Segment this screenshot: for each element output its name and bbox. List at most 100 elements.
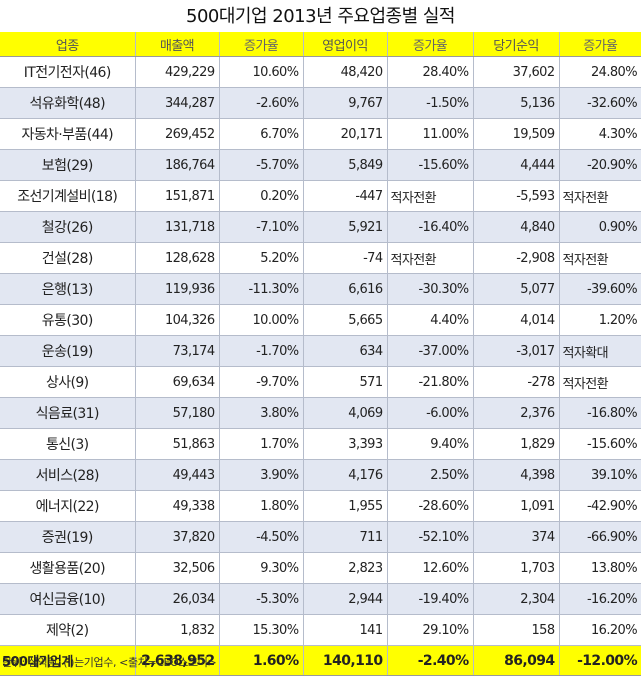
sales-growth-cell: -7.10% <box>219 211 304 243</box>
op-growth-cell: -6.00% <box>387 397 474 429</box>
op-profit-cell: 6,616 <box>303 273 388 305</box>
table-body: IT전기전자(46) 429,229 10.60% 48,420 28.40% 37,60… <box>0 56 641 676</box>
table-row: 석유화학(48) 344,287 -2.60% 9,767 -1.50% 5,136 -32… <box>0 87 641 119</box>
net-growth-cell: -20.90% <box>559 149 641 181</box>
net-growth-cell: 1.20% <box>559 304 641 336</box>
total-net-growth-cell: -12.00% <box>559 645 641 676</box>
op-profit-cell: 48,420 <box>303 56 388 88</box>
sales-cell: 51,863 <box>135 428 220 460</box>
op-growth-cell: -15.60% <box>387 149 474 181</box>
sales-cell: 57,180 <box>135 397 220 429</box>
industry-cell: 통신(3) <box>0 428 136 460</box>
net-growth-cell: -15.60% <box>559 428 641 460</box>
industry-cell: 건설(28) <box>0 242 136 274</box>
sales-cell: 104,326 <box>135 304 220 336</box>
sales-growth-cell: -5.30% <box>219 583 304 615</box>
op-growth-cell: 4.40% <box>387 304 474 336</box>
sales-growth-cell: -4.50% <box>219 521 304 553</box>
op-growth-cell: -28.60% <box>387 490 474 522</box>
sales-cell: 128,628 <box>135 242 220 274</box>
op-growth-cell: 적자전환 <box>387 180 474 212</box>
industry-cell: 유통(30) <box>0 304 136 336</box>
table-row: IT전기전자(46) 429,229 10.60% 48,420 28.40% 37,60… <box>0 56 641 88</box>
op-growth-cell: -52.10% <box>387 521 474 553</box>
op-growth-cell: -16.40% <box>387 211 474 243</box>
op-growth-cell: -37.00% <box>387 335 474 367</box>
op-profit-cell: 141 <box>303 614 388 646</box>
sales-growth-cell: 10.00% <box>219 304 304 336</box>
column-header-operating-profit: 영업이익 <box>303 32 388 57</box>
industry-cell: 조선기계설비(18) <box>0 180 136 212</box>
sales-cell: 32,506 <box>135 552 220 584</box>
net-income-cell: 4,014 <box>473 304 560 336</box>
net-growth-cell: 24.80% <box>559 56 641 88</box>
net-income-cell: 2,376 <box>473 397 560 429</box>
net-growth-cell: -42.90% <box>559 490 641 522</box>
footnote: 단위: 십억원, ( )는기업수, <출처=CEO스코어> <box>2 656 217 669</box>
net-growth-cell: -16.80% <box>559 397 641 429</box>
industry-cell: 상사(9) <box>0 366 136 398</box>
net-income-cell: 37,602 <box>473 56 560 88</box>
net-growth-cell: 13.80% <box>559 552 641 584</box>
industry-cell: 석유화학(48) <box>0 87 136 119</box>
op-growth-cell: -30.30% <box>387 273 474 305</box>
industry-cell: 운송(19) <box>0 335 136 367</box>
industry-cell: 식음료(31) <box>0 397 136 429</box>
sales-cell: 186,764 <box>135 149 220 181</box>
industry-cell: 서비스(28) <box>0 459 136 491</box>
table-row: 자동차·부품(44) 269,452 6.70% 20,171 11.00% 19,509… <box>0 118 641 150</box>
net-income-cell: 1,091 <box>473 490 560 522</box>
net-growth-cell: 39.10% <box>559 459 641 491</box>
net-growth-cell: 적자전환 <box>559 242 641 274</box>
net-income-cell: 158 <box>473 614 560 646</box>
op-profit-cell: 3,393 <box>303 428 388 460</box>
table-row: 에너지(22) 49,338 1.80% 1,955 -28.60% 1,091 -42.9… <box>0 490 641 522</box>
sales-cell: 49,338 <box>135 490 220 522</box>
total-sales-cell: 2,638,952 <box>135 645 220 676</box>
net-growth-cell: -32.60% <box>559 87 641 119</box>
total-sales-growth-cell: 1.60% <box>219 645 304 676</box>
net-growth-cell: -39.60% <box>559 273 641 305</box>
op-profit-cell: 4,069 <box>303 397 388 429</box>
performance-table: 업종 매출액 증가율 영업이익 증가율 당기순익 증가율 IT전기전자(46) 4… <box>0 32 641 676</box>
net-growth-cell: 적자전환 <box>559 366 641 398</box>
table-row: 은행(13) 119,936 -11.30% 6,616 -30.30% 5,077 -39… <box>0 273 641 305</box>
sales-growth-cell: 5.20% <box>219 242 304 274</box>
net-income-cell: 1,703 <box>473 552 560 584</box>
sales-cell: 344,287 <box>135 87 220 119</box>
op-profit-cell: 711 <box>303 521 388 553</box>
industry-cell: 생활용품(20) <box>0 552 136 584</box>
table-row: 여신금융(10) 26,034 -5.30% 2,944 -19.40% 2,304 -16… <box>0 583 641 615</box>
table-row: 식음료(31) 57,180 3.80% 4,069 -6.00% 2,376 -16.80… <box>0 397 641 429</box>
column-header-net-income: 당기순익 <box>473 32 560 57</box>
net-growth-cell: 적자전환 <box>559 180 641 212</box>
op-growth-cell: 적자전환 <box>387 242 474 274</box>
op-profit-cell: 2,823 <box>303 552 388 584</box>
sales-cell: 49,443 <box>135 459 220 491</box>
op-profit-cell: 5,921 <box>303 211 388 243</box>
net-income-cell: 19,509 <box>473 118 560 150</box>
sales-growth-cell: -1.70% <box>219 335 304 367</box>
total-op-profit-cell: 140,110 <box>303 645 388 676</box>
sales-growth-cell: -9.70% <box>219 366 304 398</box>
op-growth-cell: 28.40% <box>387 56 474 88</box>
op-growth-cell: 11.00% <box>387 118 474 150</box>
sales-cell: 131,718 <box>135 211 220 243</box>
total-row: 500대기업계 2,638,952 1.60% 140,110 -2.40% 86,094… <box>0 645 641 676</box>
op-growth-cell: 2.50% <box>387 459 474 491</box>
net-growth-cell: 16.20% <box>559 614 641 646</box>
net-income-cell: -3,017 <box>473 335 560 367</box>
sales-growth-cell: -2.60% <box>219 87 304 119</box>
total-industry-cell: 500대기업계 <box>0 645 136 676</box>
sales-cell: 151,871 <box>135 180 220 212</box>
table-row: 통신(3) 51,863 1.70% 3,393 9.40% 1,829 -15.60% <box>0 428 641 460</box>
table-row: 증권(19) 37,820 -4.50% 711 -52.10% 374 -66.90% <box>0 521 641 553</box>
net-income-cell: -2,908 <box>473 242 560 274</box>
column-header-industry: 업종 <box>0 32 136 57</box>
sales-growth-cell: 6.70% <box>219 118 304 150</box>
industry-cell: 증권(19) <box>0 521 136 553</box>
sales-cell: 73,174 <box>135 335 220 367</box>
header-row: 업종 매출액 증가율 영업이익 증가율 당기순익 증가율 <box>0 32 641 57</box>
op-growth-cell: -1.50% <box>387 87 474 119</box>
industry-cell: 보험(29) <box>0 149 136 181</box>
